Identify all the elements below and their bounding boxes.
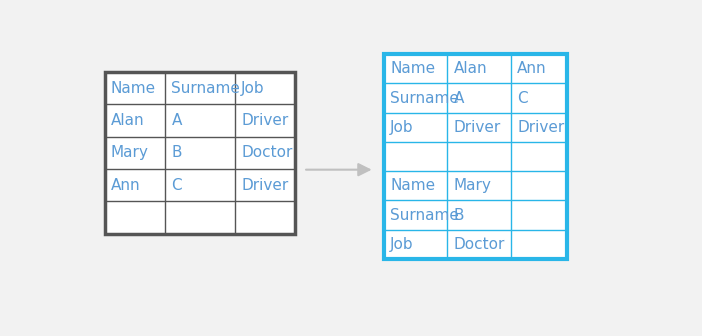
Bar — [105, 72, 296, 234]
Text: Name: Name — [390, 178, 435, 193]
Bar — [105, 72, 296, 234]
Text: Ann: Ann — [111, 178, 140, 193]
Text: Job: Job — [390, 237, 413, 252]
Text: Driver: Driver — [517, 120, 564, 135]
Text: A: A — [171, 113, 182, 128]
Text: B: B — [171, 145, 182, 160]
Text: Surname: Surname — [171, 81, 240, 95]
Text: Alan: Alan — [111, 113, 145, 128]
Text: Name: Name — [390, 61, 435, 76]
Text: Doctor: Doctor — [453, 237, 505, 252]
Text: Mary: Mary — [111, 145, 149, 160]
Text: C: C — [171, 178, 182, 193]
Text: Job: Job — [390, 120, 413, 135]
Text: Name: Name — [111, 81, 156, 95]
Bar — [384, 54, 567, 259]
Text: Surname: Surname — [390, 208, 459, 223]
Text: C: C — [517, 91, 528, 106]
Text: B: B — [453, 208, 464, 223]
Text: Driver: Driver — [241, 113, 289, 128]
Text: Driver: Driver — [453, 120, 501, 135]
Text: Surname: Surname — [390, 91, 459, 106]
Text: Mary: Mary — [453, 178, 491, 193]
Text: Ann: Ann — [517, 61, 547, 76]
Bar — [384, 54, 567, 259]
Text: Job: Job — [241, 81, 265, 95]
Text: Doctor: Doctor — [241, 145, 293, 160]
Text: Alan: Alan — [453, 61, 487, 76]
Text: Driver: Driver — [241, 178, 289, 193]
Text: A: A — [453, 91, 464, 106]
